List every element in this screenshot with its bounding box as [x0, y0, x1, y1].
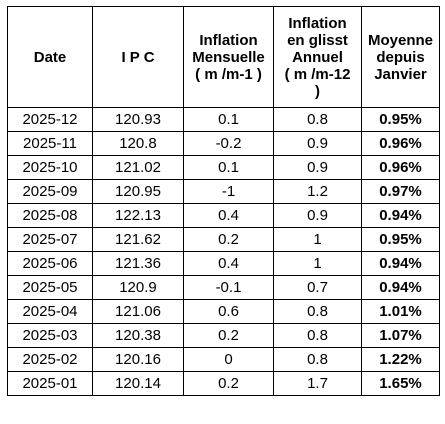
cell-inflation-annuelle: 0.9: [273, 131, 362, 156]
cell-ipc: 121.36: [92, 251, 184, 276]
cell-date: 2025-07: [7, 227, 93, 252]
cell-inflation-annuelle: 0.8: [273, 107, 362, 132]
table-row: 2025-11 120.8 -0.2 0.9 0.96%: [7, 131, 440, 156]
cell-moyenne: 0.96%: [361, 131, 440, 156]
cell-ipc: 120.9: [92, 275, 184, 300]
table-row: 2025-03 120.38 0.2 0.8 1.07%: [7, 323, 440, 348]
cell-moyenne: 0.94%: [361, 203, 440, 228]
cell-date: 2025-08: [7, 203, 93, 228]
cell-inflation-mensuelle: 0.6: [183, 299, 274, 324]
header-date: Date: [7, 6, 93, 108]
cell-inflation-mensuelle: -1: [183, 179, 274, 204]
cell-inflation-annuelle: 0.8: [273, 323, 362, 348]
cell-date: 2025-03: [7, 323, 93, 348]
table-row: 2025-01 120.14 0.2 1.7 1.65%: [7, 371, 440, 396]
cell-moyenne: 0.94%: [361, 251, 440, 276]
cell-inflation-annuelle: 0.9: [273, 203, 362, 228]
cell-ipc: 121.06: [92, 299, 184, 324]
cell-inflation-annuelle: 0.8: [273, 347, 362, 372]
cell-ipc: 122.13: [92, 203, 184, 228]
cell-ipc: 120.16: [92, 347, 184, 372]
cell-moyenne: 1.07%: [361, 323, 440, 348]
cell-inflation-mensuelle: -0.2: [183, 131, 274, 156]
cell-date: 2025-12: [7, 107, 93, 132]
cell-inflation-annuelle: 0.9: [273, 155, 362, 180]
table-row: 2025-09 120.95 -1 1.2 0.97%: [7, 179, 440, 204]
table-row: 2025-02 120.16 0 0.8 1.22%: [7, 347, 440, 372]
cell-date: 2025-11: [7, 131, 93, 156]
cell-inflation-mensuelle: 0.1: [183, 107, 274, 132]
cell-inflation-annuelle: 0.7: [273, 275, 362, 300]
cell-inflation-mensuelle: 0: [183, 347, 274, 372]
cell-moyenne: 1.65%: [361, 371, 440, 396]
cell-moyenne: 0.95%: [361, 107, 440, 132]
cell-ipc: 120.93: [92, 107, 184, 132]
table-row: 2025-12 120.93 0.1 0.8 0.95%: [7, 107, 440, 132]
cell-date: 2025-09: [7, 179, 93, 204]
cell-moyenne: 0.96%: [361, 155, 440, 180]
inflation-table: Date I P C Inflation Mensuelle ( m /m-1 …: [7, 6, 440, 396]
cell-inflation-annuelle: 1: [273, 227, 362, 252]
cell-ipc: 120.14: [92, 371, 184, 396]
cell-inflation-mensuelle: 0.2: [183, 371, 274, 396]
cell-moyenne: 0.95%: [361, 227, 440, 252]
cell-inflation-mensuelle: 0.2: [183, 323, 274, 348]
cell-inflation-mensuelle: 0.2: [183, 227, 274, 252]
table-row: 2025-05 120.9 -0.1 0.7 0.94%: [7, 275, 440, 300]
cell-inflation-mensuelle: 0.4: [183, 251, 274, 276]
header-inflation-mensuelle: Inflation Mensuelle ( m /m-1 ): [183, 6, 274, 108]
header-moyenne-depuis-janvier: Moyenne depuis Janvier: [361, 6, 440, 108]
cell-ipc: 121.02: [92, 155, 184, 180]
header-ipc: I P C: [92, 6, 184, 108]
cell-inflation-annuelle: 1.2: [273, 179, 362, 204]
cell-inflation-mensuelle: 0.1: [183, 155, 274, 180]
cell-date: 2025-10: [7, 155, 93, 180]
cell-date: 2025-02: [7, 347, 93, 372]
cell-moyenne: 1.01%: [361, 299, 440, 324]
cell-inflation-annuelle: 1: [273, 251, 362, 276]
cell-ipc: 120.8: [92, 131, 184, 156]
table-header-row: Date I P C Inflation Mensuelle ( m /m-1 …: [7, 6, 440, 108]
header-inflation-glissement-annuel: Inflation en glisst Annuel ( m /m-12 ): [273, 6, 362, 108]
table-row: 2025-10 121.02 0.1 0.9 0.96%: [7, 155, 440, 180]
table-row: 2025-04 121.06 0.6 0.8 1.01%: [7, 299, 440, 324]
cell-ipc: 120.38: [92, 323, 184, 348]
cell-date: 2025-04: [7, 299, 93, 324]
cell-ipc: 120.95: [92, 179, 184, 204]
cell-moyenne: 0.97%: [361, 179, 440, 204]
cell-inflation-mensuelle: -0.1: [183, 275, 274, 300]
cell-date: 2025-01: [7, 371, 93, 396]
cell-date: 2025-05: [7, 275, 93, 300]
cell-moyenne: 1.22%: [361, 347, 440, 372]
cell-inflation-annuelle: 0.8: [273, 299, 362, 324]
cell-inflation-annuelle: 1.7: [273, 371, 362, 396]
table-row: 2025-08 122.13 0.4 0.9 0.94%: [7, 203, 440, 228]
table-row: 2025-07 121.62 0.2 1 0.95%: [7, 227, 440, 252]
table-row: 2025-06 121.36 0.4 1 0.94%: [7, 251, 440, 276]
cell-date: 2025-06: [7, 251, 93, 276]
cell-ipc: 121.62: [92, 227, 184, 252]
cell-moyenne: 0.94%: [361, 275, 440, 300]
cell-inflation-mensuelle: 0.4: [183, 203, 274, 228]
